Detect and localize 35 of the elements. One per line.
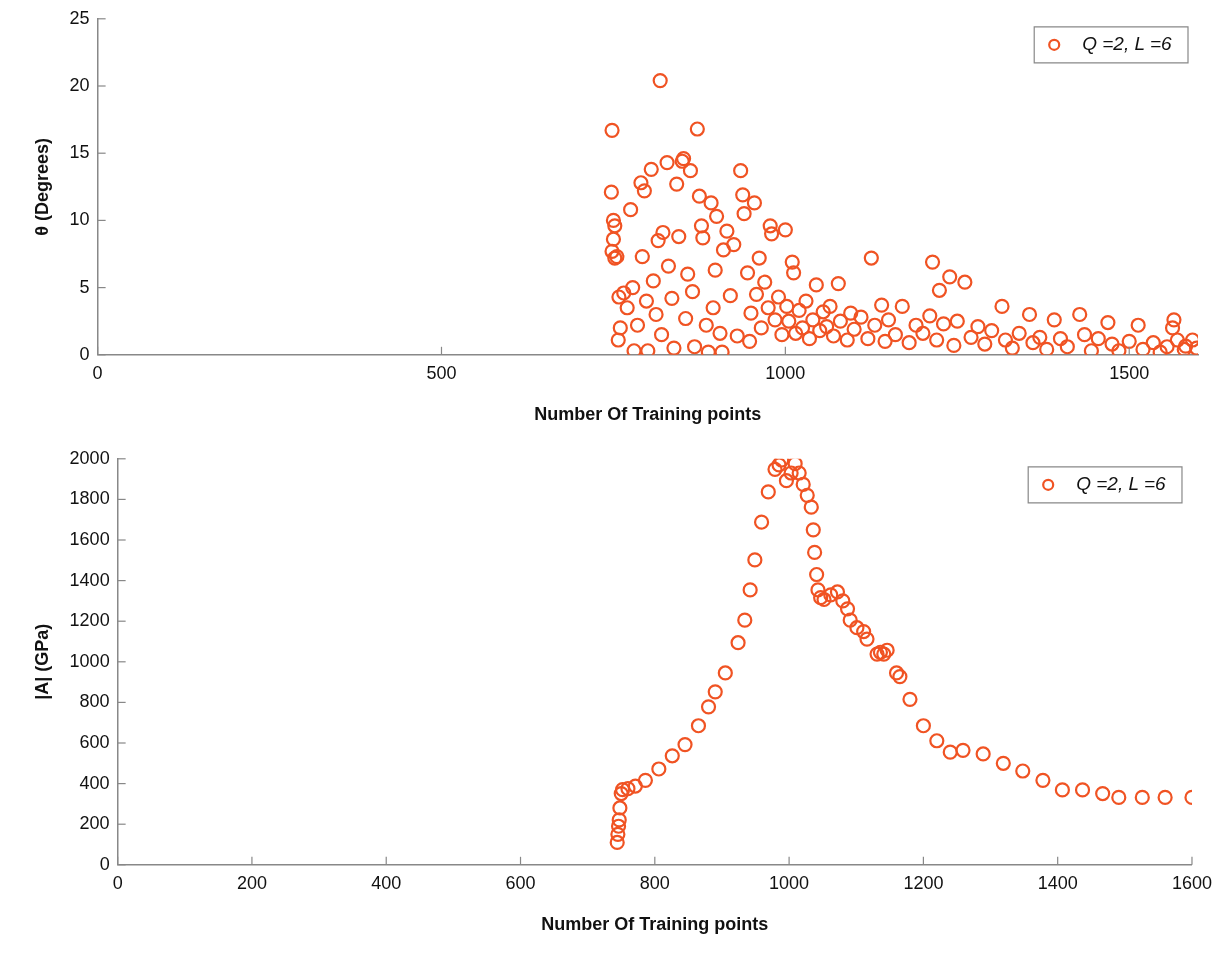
- y-tick-label: 600: [79, 731, 110, 752]
- x-axis-title: Number Of Training points: [534, 404, 762, 425]
- y-tick-label: 1000: [69, 650, 110, 671]
- x-tick-label: 0: [112, 872, 123, 893]
- x-tick-label: 1200: [903, 872, 944, 893]
- x-tick-label: 1600: [1171, 872, 1212, 893]
- y-tick-label: 2000: [69, 447, 110, 468]
- legend-label: Q =2, L =6: [1082, 33, 1173, 55]
- x-tick-label: 1400: [1037, 872, 1078, 893]
- y-tick-label: 0: [79, 343, 90, 364]
- y-tick-label: 15: [69, 142, 90, 163]
- y-tick-label: 5: [79, 276, 90, 297]
- x-tick-label: 800: [639, 872, 670, 893]
- x-tick-label: 600: [505, 872, 536, 893]
- x-tick-label: 400: [371, 872, 402, 893]
- y-tick-label: 25: [69, 7, 90, 28]
- x-tick-label: 1000: [769, 872, 810, 893]
- y-tick-label: 1200: [69, 610, 110, 631]
- y-axis-title: θ (Degrees): [31, 137, 52, 236]
- y-tick-label: 800: [79, 691, 110, 712]
- y-tick-label: 1800: [69, 488, 110, 509]
- y-tick-label: 400: [79, 772, 110, 793]
- x-tick-label: 1000: [765, 362, 806, 383]
- x-tick-label: 1500: [1109, 362, 1150, 383]
- y-axis-title: |A| (GPa): [31, 623, 52, 700]
- y-tick-label: 10: [69, 209, 90, 230]
- y-tick-label: 0: [99, 853, 110, 874]
- x-axis-title: Number Of Training points: [541, 914, 769, 935]
- legend-label: Q =2, L =6: [1076, 473, 1167, 495]
- y-tick-label: 1400: [69, 569, 110, 590]
- x-tick-label: 200: [236, 872, 267, 893]
- y-tick-label: 20: [69, 74, 90, 95]
- y-tick-label: 200: [79, 813, 110, 834]
- y-tick-label: 1600: [69, 528, 110, 549]
- x-tick-label: 500: [426, 362, 457, 383]
